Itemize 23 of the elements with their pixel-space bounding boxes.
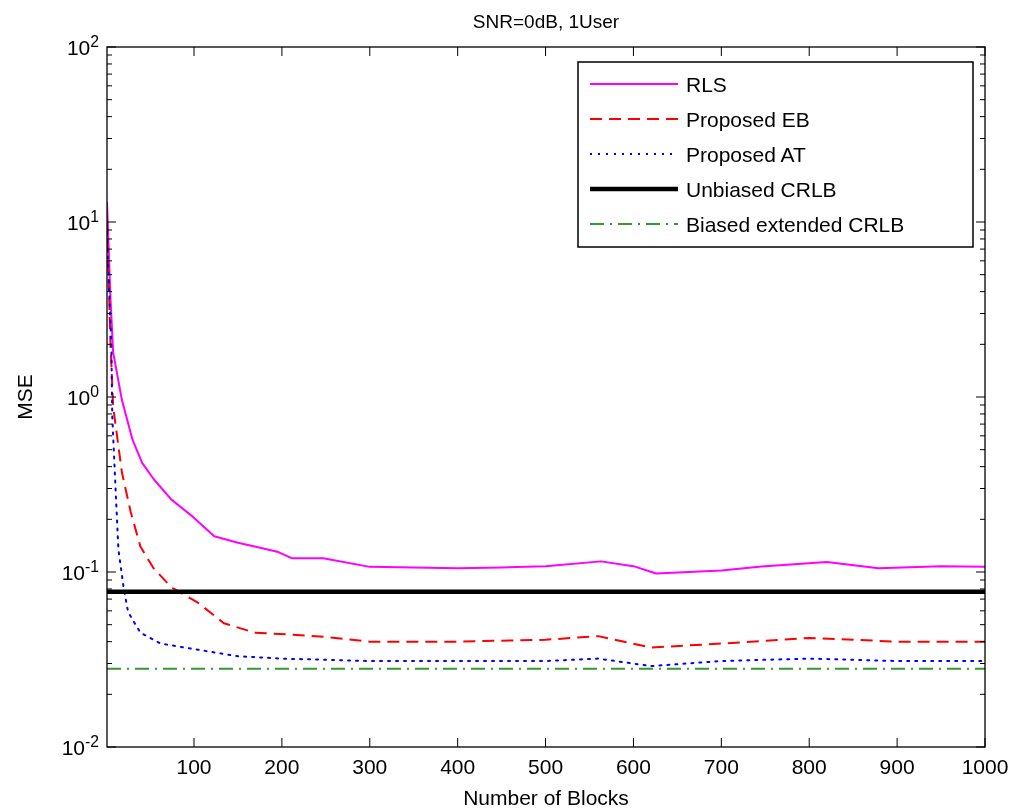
x-axis-title: Number of Blocks <box>463 786 629 809</box>
legend-label: Biased extended CRLB <box>686 213 905 236</box>
x-tick-label: 700 <box>703 755 739 778</box>
y-tick-label: 10$^{2}$ <box>66 32 99 59</box>
y-tick-label: 10$^{-2}$ <box>61 732 99 759</box>
x-tick-label: 400 <box>440 755 476 778</box>
x-tick-label: 300 <box>352 755 388 778</box>
y-axis-title: MSE <box>13 374 36 420</box>
x-tick-label: 500 <box>528 755 564 778</box>
y-tick-label: 10$^{0}$ <box>66 382 100 409</box>
legend-label: Unbiased CRLB <box>686 178 837 201</box>
y-tick-label: 10$^{1}$ <box>66 207 99 234</box>
x-tick-label: 900 <box>879 755 915 778</box>
x-tick-label: 800 <box>791 755 827 778</box>
x-tick-label: 1000 <box>961 755 1009 778</box>
x-tick-label: 100 <box>176 755 212 778</box>
legend-label: Proposed EB <box>686 108 810 131</box>
legend-label: Proposed AT <box>686 143 807 166</box>
legend-label: RLS <box>686 73 727 96</box>
chart-title: SNR=0dB, 1User <box>472 11 620 32</box>
x-tick-label: 600 <box>615 755 651 778</box>
y-tick-label: 10$^{-1}$ <box>61 557 99 584</box>
x-tick-label: 200 <box>264 755 300 778</box>
